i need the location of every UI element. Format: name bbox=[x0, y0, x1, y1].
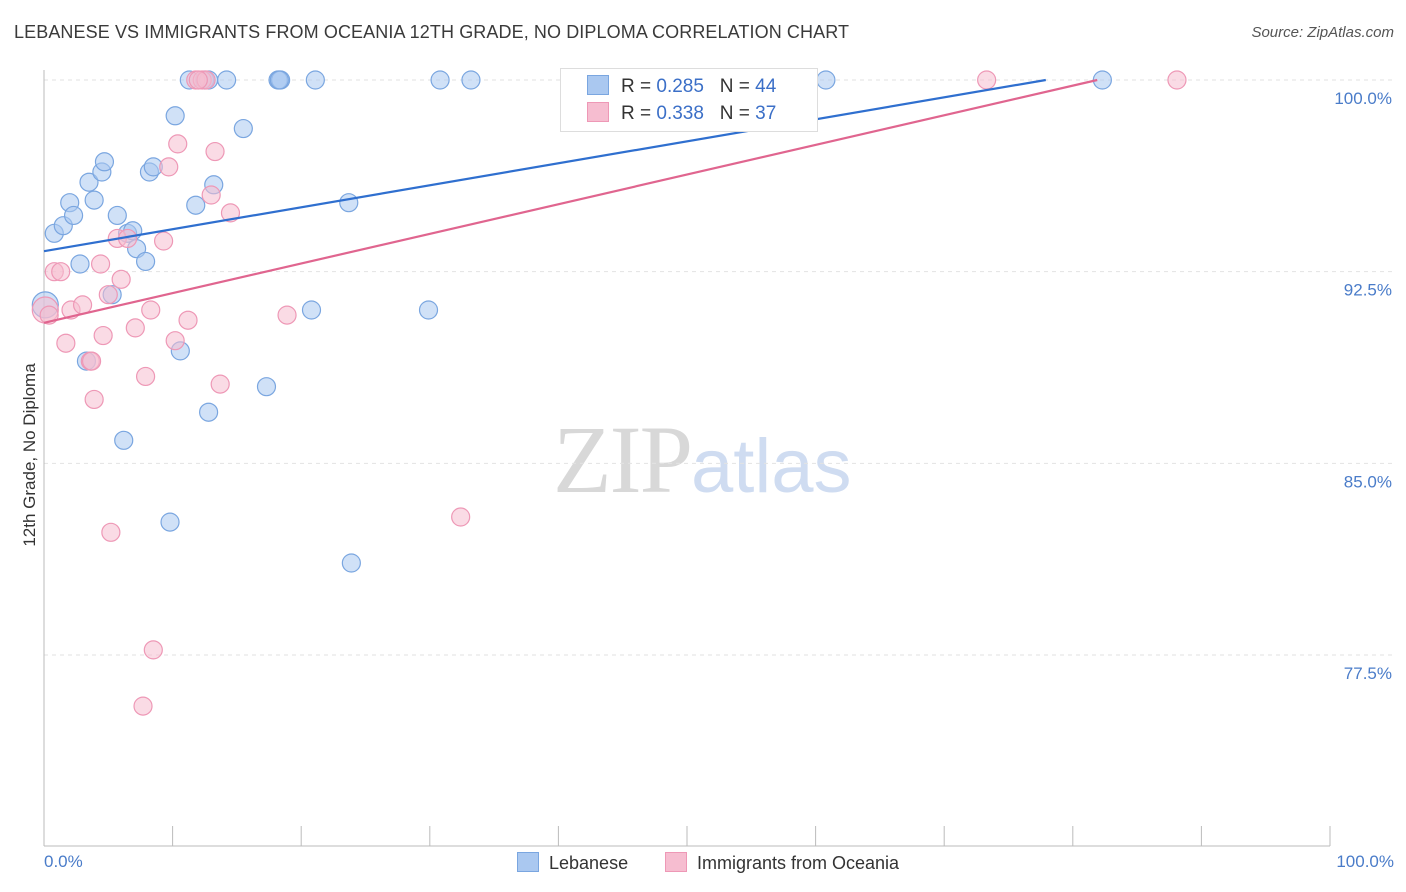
x-tick-label-min: 0.0% bbox=[44, 852, 83, 871]
point-lebanese bbox=[233, 118, 253, 139]
legend-row-oceania: R = 0.338 N = 37 bbox=[587, 102, 776, 126]
chart-title: LEBANESE VS IMMIGRANTS FROM OCEANIA 12TH… bbox=[14, 22, 850, 42]
legend-swatch-pink bbox=[587, 102, 609, 122]
point-oceania bbox=[205, 141, 225, 162]
legend-swatch-pink bbox=[665, 852, 687, 872]
point-oceania bbox=[1167, 70, 1187, 90]
point-lebanese bbox=[816, 70, 836, 90]
point-oceania bbox=[90, 254, 111, 274]
y-tick-label: 100.0% bbox=[1334, 89, 1392, 108]
point-lebanese bbox=[418, 300, 439, 320]
point-lebanese bbox=[341, 553, 361, 573]
point-oceania bbox=[168, 134, 188, 154]
point-oceania bbox=[135, 366, 156, 387]
legend-n-value: 37 bbox=[755, 103, 777, 124]
legend-n-label: N = bbox=[719, 103, 750, 124]
point-oceania bbox=[56, 333, 76, 353]
legend-r-value: 0.285 bbox=[656, 76, 704, 97]
point-lebanese bbox=[339, 193, 359, 213]
point-oceania bbox=[98, 285, 118, 305]
y-tick-label: 77.5% bbox=[1344, 664, 1392, 683]
point-oceania bbox=[220, 203, 241, 223]
point-oceania bbox=[72, 295, 93, 315]
point-oceania bbox=[165, 331, 185, 351]
point-lebanese bbox=[269, 70, 289, 90]
point-oceania bbox=[51, 262, 71, 282]
point-lebanese bbox=[84, 190, 104, 210]
point-lebanese bbox=[165, 106, 185, 126]
watermark-zip: ZIP bbox=[553, 406, 693, 513]
point-oceania bbox=[188, 70, 208, 90]
point-lebanese bbox=[135, 251, 156, 272]
correlation-legend: R = 0.285 N = 44 R = 0.338 N = 37 bbox=[560, 68, 818, 132]
point-oceania bbox=[81, 351, 102, 371]
bottom-legend-oceania: Immigrants from Oceania bbox=[665, 852, 899, 874]
point-lebanese bbox=[70, 254, 90, 274]
point-oceania bbox=[201, 185, 221, 205]
point-oceania bbox=[84, 389, 104, 410]
point-oceania bbox=[125, 318, 145, 338]
point-lebanese bbox=[107, 205, 127, 226]
point-oceania bbox=[93, 325, 113, 346]
point-lebanese bbox=[160, 512, 180, 532]
legend-r-label: R = bbox=[621, 76, 652, 97]
point-oceania bbox=[977, 70, 997, 90]
point-oceania bbox=[143, 640, 163, 660]
trendline-oceania bbox=[43, 78, 1098, 324]
legend-n-label: N = bbox=[719, 76, 750, 97]
point-lebanese bbox=[256, 377, 277, 397]
point-lebanese bbox=[217, 70, 237, 90]
watermark-atlas: atlas bbox=[691, 424, 852, 509]
point-lebanese bbox=[461, 70, 481, 90]
trendline-lebanese bbox=[43, 78, 1046, 253]
point-oceania bbox=[210, 374, 230, 394]
point-lebanese bbox=[79, 172, 99, 192]
source-label: Source: ZipAtlas.com bbox=[1251, 24, 1394, 41]
point-lebanese bbox=[430, 70, 450, 90]
point-oceania bbox=[153, 231, 174, 251]
legend-label-lebanese: Lebanese bbox=[549, 853, 629, 873]
x-tick-label-max: 100.0% bbox=[1336, 852, 1394, 871]
legend-row-lebanese: R = 0.285 N = 44 bbox=[587, 75, 776, 99]
legend-r-value: 0.338 bbox=[656, 103, 704, 124]
point-oceania bbox=[277, 305, 297, 325]
y-axis-label: 12th Grade, No Diploma bbox=[20, 363, 39, 547]
legend-swatch-blue bbox=[587, 75, 609, 95]
point-lebanese bbox=[114, 430, 134, 450]
point-lebanese bbox=[305, 70, 325, 90]
legend-swatch-blue bbox=[517, 852, 539, 872]
point-lebanese bbox=[94, 152, 115, 172]
point-oceania bbox=[451, 507, 471, 527]
legend-label-oceania: Immigrants from Oceania bbox=[697, 853, 900, 873]
watermark: ZIPatlas bbox=[553, 404, 852, 515]
legend-r-label: R = bbox=[621, 103, 652, 124]
point-lebanese bbox=[301, 300, 322, 320]
point-lebanese bbox=[63, 205, 84, 226]
point-oceania bbox=[178, 310, 198, 330]
legend-n-value: 44 bbox=[755, 76, 777, 97]
point-oceania bbox=[111, 269, 131, 289]
bottom-legend-lebanese: Lebanese bbox=[517, 852, 628, 874]
point-lebanese bbox=[199, 402, 219, 422]
point-lebanese bbox=[186, 195, 206, 215]
point-oceania bbox=[133, 696, 153, 716]
point-oceania bbox=[141, 300, 161, 320]
y-tick-label: 92.5% bbox=[1344, 281, 1392, 300]
y-tick-label: 85.0% bbox=[1344, 472, 1392, 491]
point-oceania bbox=[101, 522, 121, 542]
point-oceania bbox=[159, 157, 179, 177]
